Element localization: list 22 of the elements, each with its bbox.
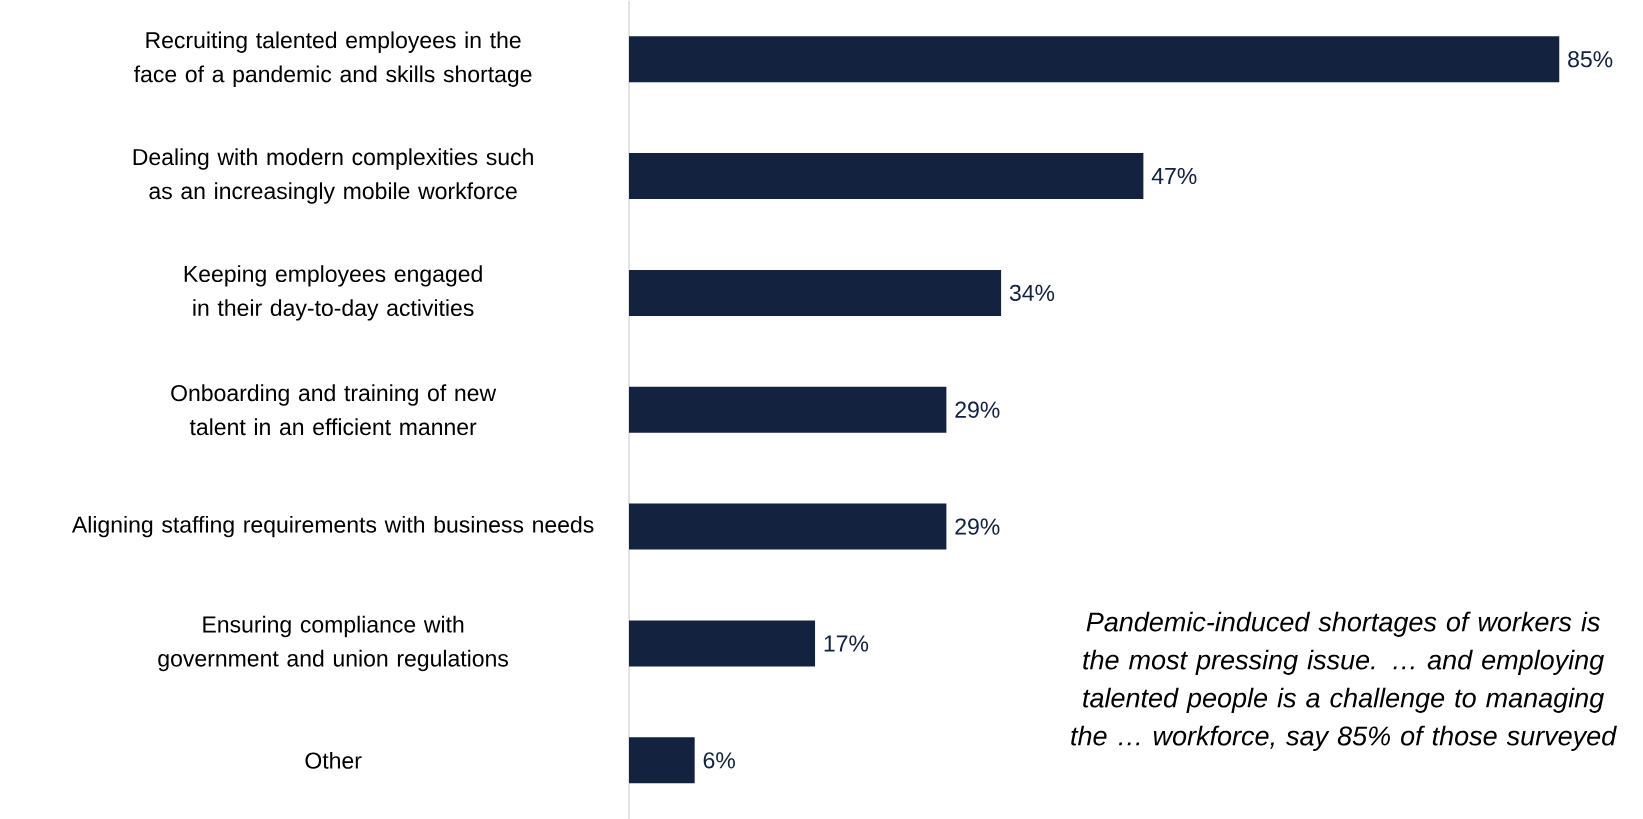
bar — [629, 503, 947, 550]
data-label: 6% — [703, 751, 735, 769]
data-label: 29% — [955, 401, 1000, 418]
bar — [629, 269, 1002, 316]
bar — [629, 620, 816, 667]
data-label: 17% — [824, 635, 869, 652]
data-label: 85% — [1568, 50, 1613, 68]
y-tick-label: Dealing with modern complexities such as an increasingly mobile workforce — [133, 148, 533, 204]
bar — [629, 386, 947, 433]
data-label: 47% — [1151, 167, 1197, 184]
bar — [629, 35, 1560, 82]
y-tick-label: Onboarding and training of new talent in an efficient manner — [171, 384, 497, 435]
bar — [629, 152, 1144, 199]
data-label: 34% — [1009, 284, 1055, 301]
data-label: 29% — [955, 518, 1000, 535]
y-tick-label: Aligning staffing requirements with business needs — [71, 515, 594, 538]
y-tick-label: Keeping employees engaged in their day-to-day activities — [184, 264, 482, 321]
y-tick-label: Ensuring compliance with government and union regulations — [158, 615, 509, 671]
annotation: Pandemic-induced shortages of workers is the most pressing issue. … and employing talented people is a challenge to managing the … workforce, say 85% of those surveyed — [1071, 611, 1617, 751]
y-tick-label: Recruiting talented employees in the face of a pandemic and skills shortage — [134, 31, 532, 87]
y-tick-label: Other — [305, 751, 362, 769]
bar — [629, 737, 695, 784]
